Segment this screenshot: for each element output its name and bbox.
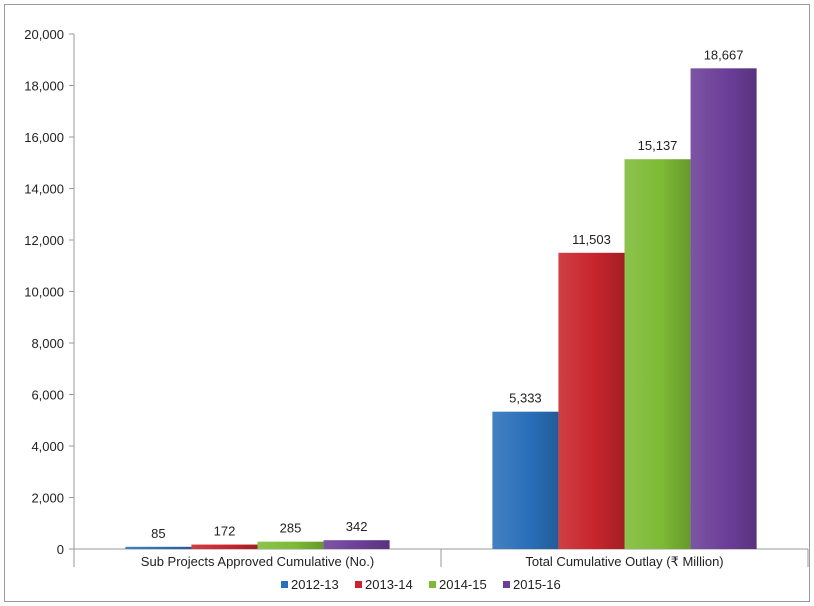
bar-2015-16-2	[690, 68, 757, 549]
legend-swatch	[281, 581, 288, 588]
y-tick-label: 4,000	[31, 439, 64, 454]
bar-2013-14-1	[191, 544, 258, 549]
y-tick-label: 12,000	[24, 233, 64, 248]
y-tick-label: 18,000	[24, 79, 64, 94]
y-tick-label: 0	[57, 542, 64, 557]
bar-2012-13-2	[492, 411, 559, 549]
legend-label: 2015-16	[513, 577, 561, 592]
x-category-label: Total Cumulative Outlay (₹ Million)	[525, 554, 723, 569]
bars-group: 85 172 285 342 5,333 11,503 15,137 18,667	[125, 47, 757, 550]
data-label: 172	[214, 524, 236, 539]
bar-2013-14-2	[558, 252, 625, 550]
data-label: 285	[280, 521, 302, 536]
legend: 2012-13 2013-14 2014-15 2015-16	[281, 577, 561, 592]
y-tick-label: 6,000	[31, 388, 64, 403]
data-label: 11,503	[572, 232, 611, 247]
legend-swatch	[503, 581, 510, 588]
legend-label: 2014-15	[439, 577, 487, 592]
legend-swatch	[355, 581, 362, 588]
data-label: 15,137	[638, 138, 678, 153]
bar-2015-16-1	[323, 540, 390, 549]
x-axis: Sub Projects Approved Cumulative (No.) To…	[73, 548, 809, 569]
x-category-label: Sub Projects Approved Cumulative (No.)	[141, 554, 374, 569]
y-tick-label: 2,000	[31, 491, 64, 506]
y-tick-label: 14,000	[24, 182, 64, 197]
data-label: 342	[346, 519, 368, 534]
y-tick-label: 10,000	[24, 285, 64, 300]
bar-2014-15-1	[257, 541, 324, 549]
y-tick-label: 16,000	[24, 130, 64, 145]
data-label: 85	[151, 526, 165, 541]
legend-swatch	[429, 581, 436, 588]
legend-label: 2012-13	[291, 577, 339, 592]
y-tick-label: 20,000	[24, 27, 64, 42]
legend-label: 2013-14	[365, 577, 413, 592]
bar-2012-13-1	[125, 546, 192, 549]
y-tick-label: 8,000	[31, 336, 64, 351]
data-label: 18,667	[704, 47, 744, 62]
data-label: 5,333	[509, 391, 542, 406]
bar-2014-15-2	[624, 159, 691, 550]
y-axis: 0 2,000 4,000 6,000 8,000 10,000 12,000 14,000 1…	[24, 27, 75, 557]
